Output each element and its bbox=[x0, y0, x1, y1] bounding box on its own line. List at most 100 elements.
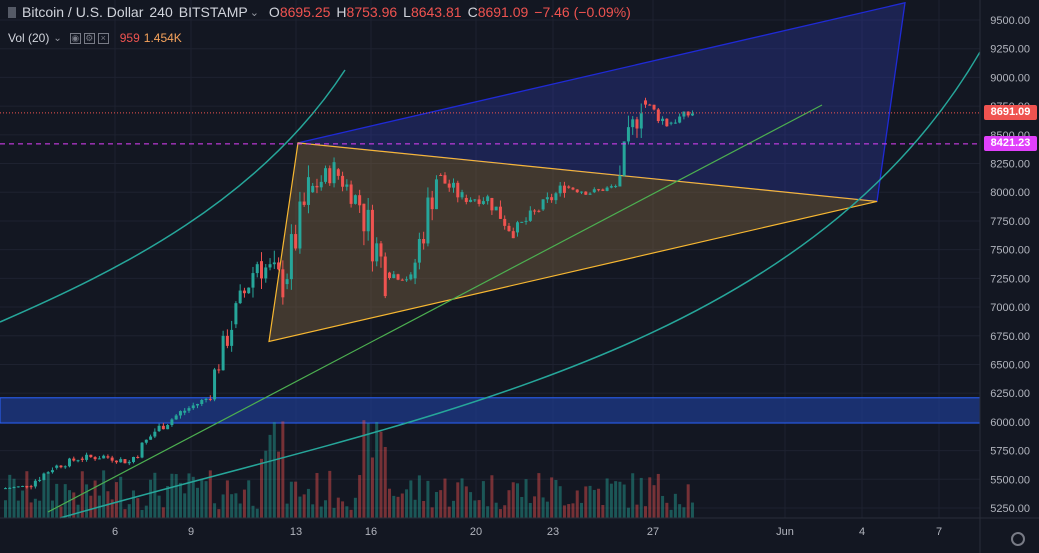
chevron-down-icon[interactable]: ⌄ bbox=[249, 6, 259, 19]
price-tick: 9500.00 bbox=[990, 15, 1030, 27]
volume-bar bbox=[55, 483, 59, 518]
volume-bar bbox=[652, 485, 656, 518]
last-price-label: 8691.09 bbox=[984, 105, 1037, 121]
volume-bar bbox=[217, 509, 221, 518]
volume-bar bbox=[345, 506, 349, 518]
volume-bar bbox=[584, 486, 588, 518]
candle-body bbox=[567, 186, 571, 188]
candle-body bbox=[21, 485, 25, 487]
candle-body bbox=[12, 487, 16, 489]
settings-icon[interactable]: ⚙ bbox=[83, 32, 95, 44]
volume-bar bbox=[114, 482, 118, 518]
candle-body bbox=[358, 195, 362, 206]
volume-bar bbox=[72, 492, 76, 518]
candle-body bbox=[191, 405, 195, 409]
candle-body bbox=[644, 100, 647, 105]
candle-body bbox=[132, 456, 135, 463]
candle-body bbox=[537, 210, 541, 212]
symbol-legend[interactable]: Bitcoin / U.S. Dollar 240 BITSTAMP ⌄ O 86… bbox=[8, 4, 637, 20]
volume-bar bbox=[204, 481, 208, 518]
volume-bar bbox=[588, 485, 592, 518]
volume-bar bbox=[336, 497, 340, 518]
volume-bar bbox=[656, 473, 660, 518]
candle-body bbox=[63, 466, 67, 468]
time-tick: 4 bbox=[859, 526, 865, 538]
volume-bar bbox=[110, 499, 114, 518]
candle-body bbox=[89, 454, 93, 458]
volume-bar bbox=[12, 478, 16, 518]
volume-bar bbox=[562, 505, 566, 518]
eye-icon[interactable]: ◉ bbox=[69, 32, 81, 44]
candle-body bbox=[345, 184, 349, 187]
volume-bar bbox=[434, 491, 438, 518]
candle-body bbox=[370, 209, 374, 262]
volume-bar bbox=[639, 477, 643, 518]
candle-body bbox=[584, 191, 588, 195]
candle-body bbox=[528, 210, 532, 221]
close-label: C bbox=[467, 4, 478, 20]
volume-bar bbox=[383, 446, 387, 518]
candle-body bbox=[225, 335, 229, 346]
candle-body bbox=[545, 197, 549, 200]
candle-body bbox=[341, 175, 345, 187]
volume-bar bbox=[375, 422, 379, 518]
price-tick: 6500.00 bbox=[990, 359, 1030, 371]
volume-bar bbox=[42, 479, 46, 518]
volume-bar bbox=[285, 503, 289, 518]
arc-line bbox=[0, 69, 346, 323]
candle-body bbox=[588, 193, 592, 195]
trendlines-layer bbox=[0, 51, 981, 519]
chevron-down-icon[interactable]: ⌄ bbox=[53, 32, 62, 44]
volume-bar bbox=[511, 482, 515, 518]
volume-bar bbox=[21, 490, 25, 518]
price-tick: 5250.00 bbox=[990, 503, 1030, 515]
volume-bar bbox=[324, 500, 328, 518]
candle-body bbox=[533, 210, 537, 212]
candle-body bbox=[507, 225, 511, 232]
volume-bar bbox=[187, 473, 191, 518]
volume-bar bbox=[144, 505, 148, 518]
volume-bar bbox=[234, 493, 238, 518]
candle-body bbox=[626, 127, 630, 142]
volume-bar bbox=[123, 509, 127, 518]
volume-bar bbox=[413, 499, 417, 518]
volume-indicator-name[interactable]: Vol (20) bbox=[8, 31, 50, 45]
volume-bar bbox=[669, 509, 673, 518]
candle-body bbox=[46, 472, 50, 474]
volume-bar bbox=[4, 500, 7, 518]
candle-body bbox=[669, 122, 673, 124]
volume-bar bbox=[456, 482, 460, 518]
volume-bar bbox=[127, 504, 131, 518]
volume-bar bbox=[132, 490, 135, 518]
gear-icon[interactable] bbox=[1011, 532, 1025, 546]
volume-bar bbox=[225, 480, 229, 518]
volume-bar bbox=[609, 483, 613, 518]
volume-bar bbox=[452, 500, 456, 518]
candle-body bbox=[294, 234, 298, 249]
symbol-name[interactable]: Bitcoin / U.S. Dollar bbox=[22, 4, 144, 20]
arc-line bbox=[59, 51, 981, 519]
volume-bar bbox=[528, 502, 532, 518]
volume-bar bbox=[490, 475, 494, 518]
candle-body bbox=[439, 175, 443, 177]
volume-bar bbox=[221, 494, 225, 518]
volume-bar bbox=[524, 479, 528, 518]
candle-body bbox=[362, 203, 366, 232]
interval-label[interactable]: 240 bbox=[149, 4, 173, 20]
volume-bar bbox=[498, 509, 502, 518]
candle-body bbox=[396, 274, 400, 280]
candle-body bbox=[174, 415, 178, 420]
volume-bar bbox=[157, 495, 161, 518]
close-icon[interactable]: × bbox=[97, 32, 109, 44]
exchange-label[interactable]: BITSTAMP bbox=[178, 4, 248, 20]
candle-body bbox=[673, 122, 677, 124]
volume-bar bbox=[25, 471, 29, 518]
volume-bar bbox=[332, 507, 336, 518]
symmetrical-triangle bbox=[268, 142, 878, 343]
volume-bar bbox=[366, 423, 370, 518]
volume-legend[interactable]: Vol (20) ⌄ ◉ ⚙ × 959 1.454K bbox=[8, 31, 182, 45]
candle-body bbox=[562, 185, 566, 193]
volume-bar bbox=[119, 476, 123, 518]
candle-body bbox=[42, 473, 46, 480]
